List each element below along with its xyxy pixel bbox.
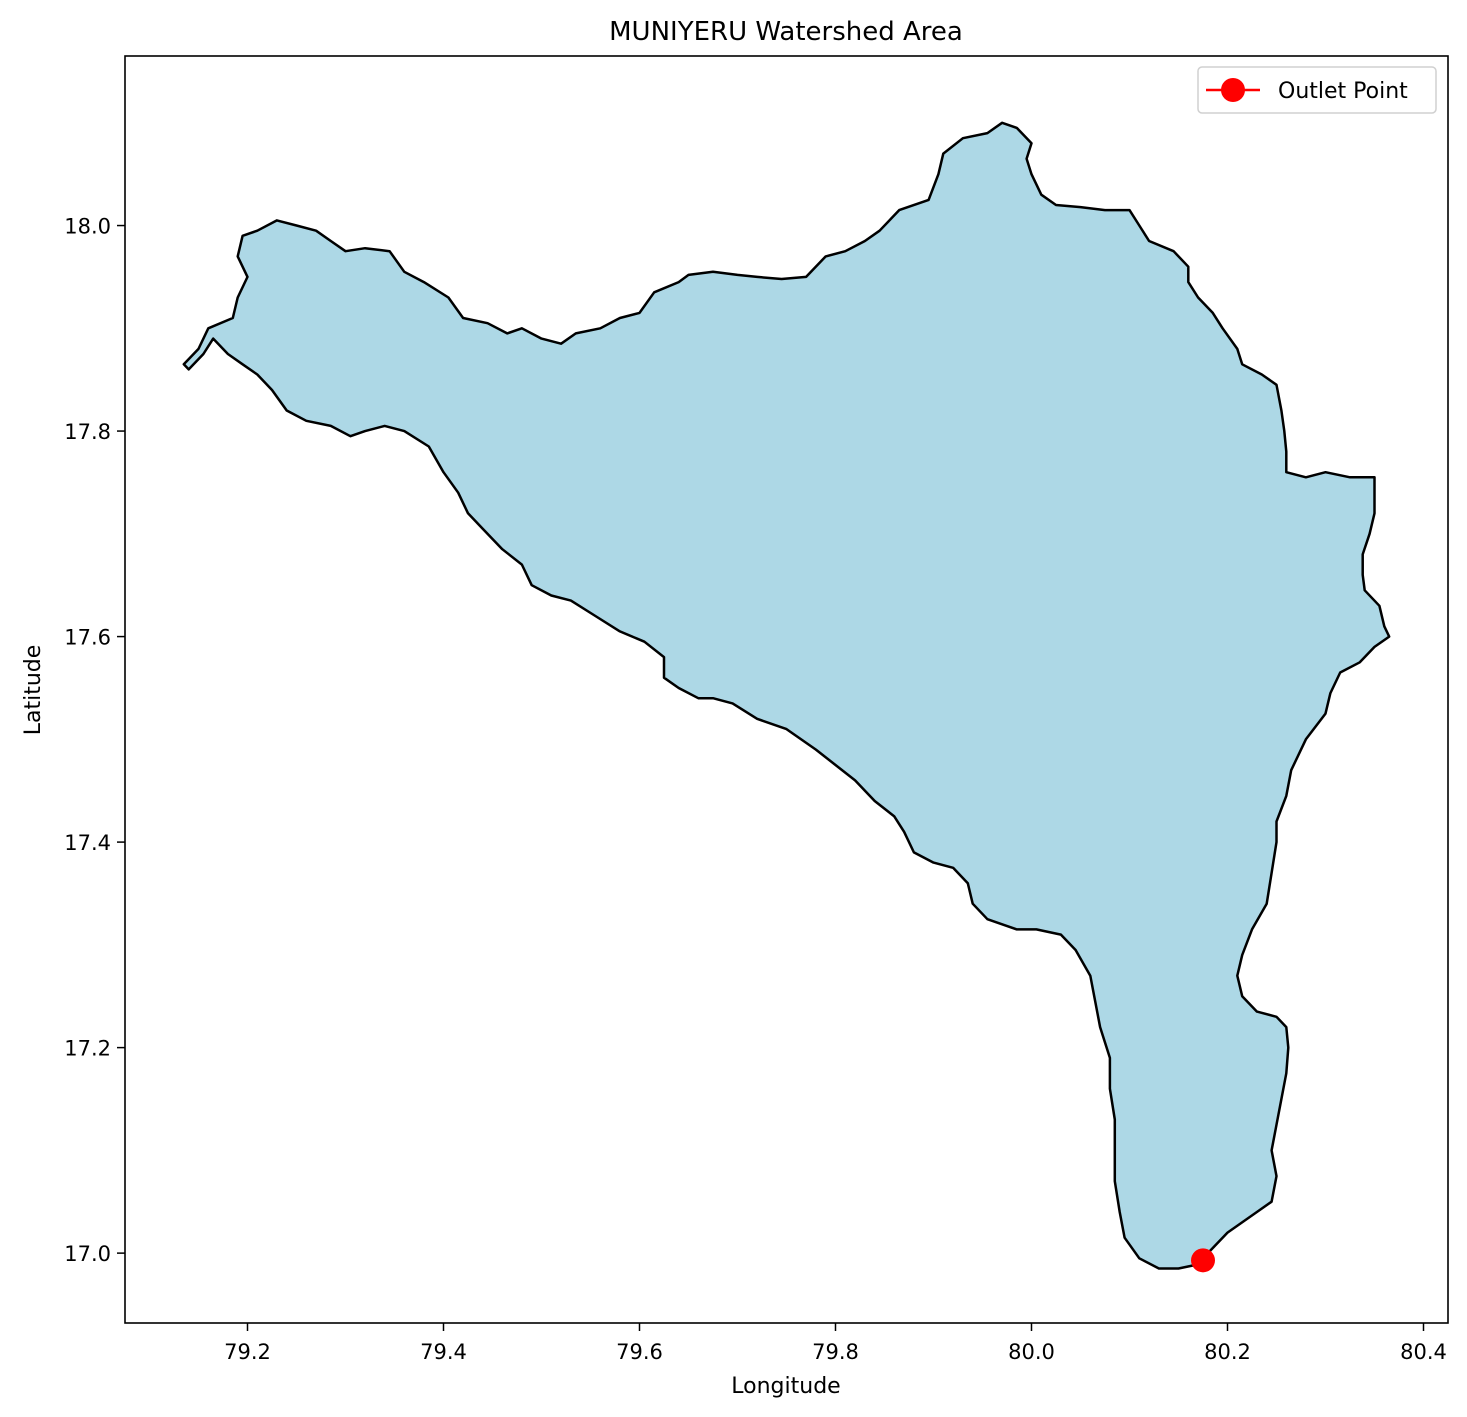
y-axis-label: Latitude: [21, 645, 46, 736]
legend: Outlet Point: [1197, 66, 1437, 114]
watershed-boundary: [182, 121, 1391, 1270]
chart-title: MUNIYERU Watershed Area: [609, 17, 963, 47]
x-tick-label: 79.2: [224, 1340, 271, 1364]
x-tick-label: 80.4: [1400, 1340, 1447, 1364]
outlet-point-marker: [1191, 1248, 1215, 1273]
legend-box: [1197, 66, 1437, 114]
y-tick-label: 17.4: [64, 831, 111, 855]
x-tick-label: 80.0: [1008, 1340, 1055, 1364]
y-tick-label: 17.2: [64, 1037, 111, 1061]
y-tick-label: 17.0: [64, 1242, 111, 1266]
plot-frame: [124, 55, 1449, 1324]
x-tick-label: 79.6: [616, 1340, 663, 1364]
x-tick-label: 79.4: [420, 1340, 467, 1364]
y-tick-label: 17.8: [64, 420, 111, 444]
y-axis: 17.0 17.2 17.4 17.6 17.8 18.0: [64, 215, 125, 1266]
x-tick-label: 80.2: [1204, 1340, 1251, 1364]
legend-outlet-marker: [1221, 78, 1245, 102]
x-axis-label: Longitude: [731, 1374, 840, 1399]
x-axis: 79.2 79.4 79.6 79.8 80.0 80.2 80.4: [224, 1323, 1447, 1364]
x-tick-label: 79.8: [812, 1340, 859, 1364]
legend-label: Outlet Point: [1278, 79, 1408, 104]
y-tick-label: 17.6: [64, 626, 111, 650]
y-tick-label: 18.0: [64, 215, 111, 239]
plot-area: [182, 121, 1391, 1273]
